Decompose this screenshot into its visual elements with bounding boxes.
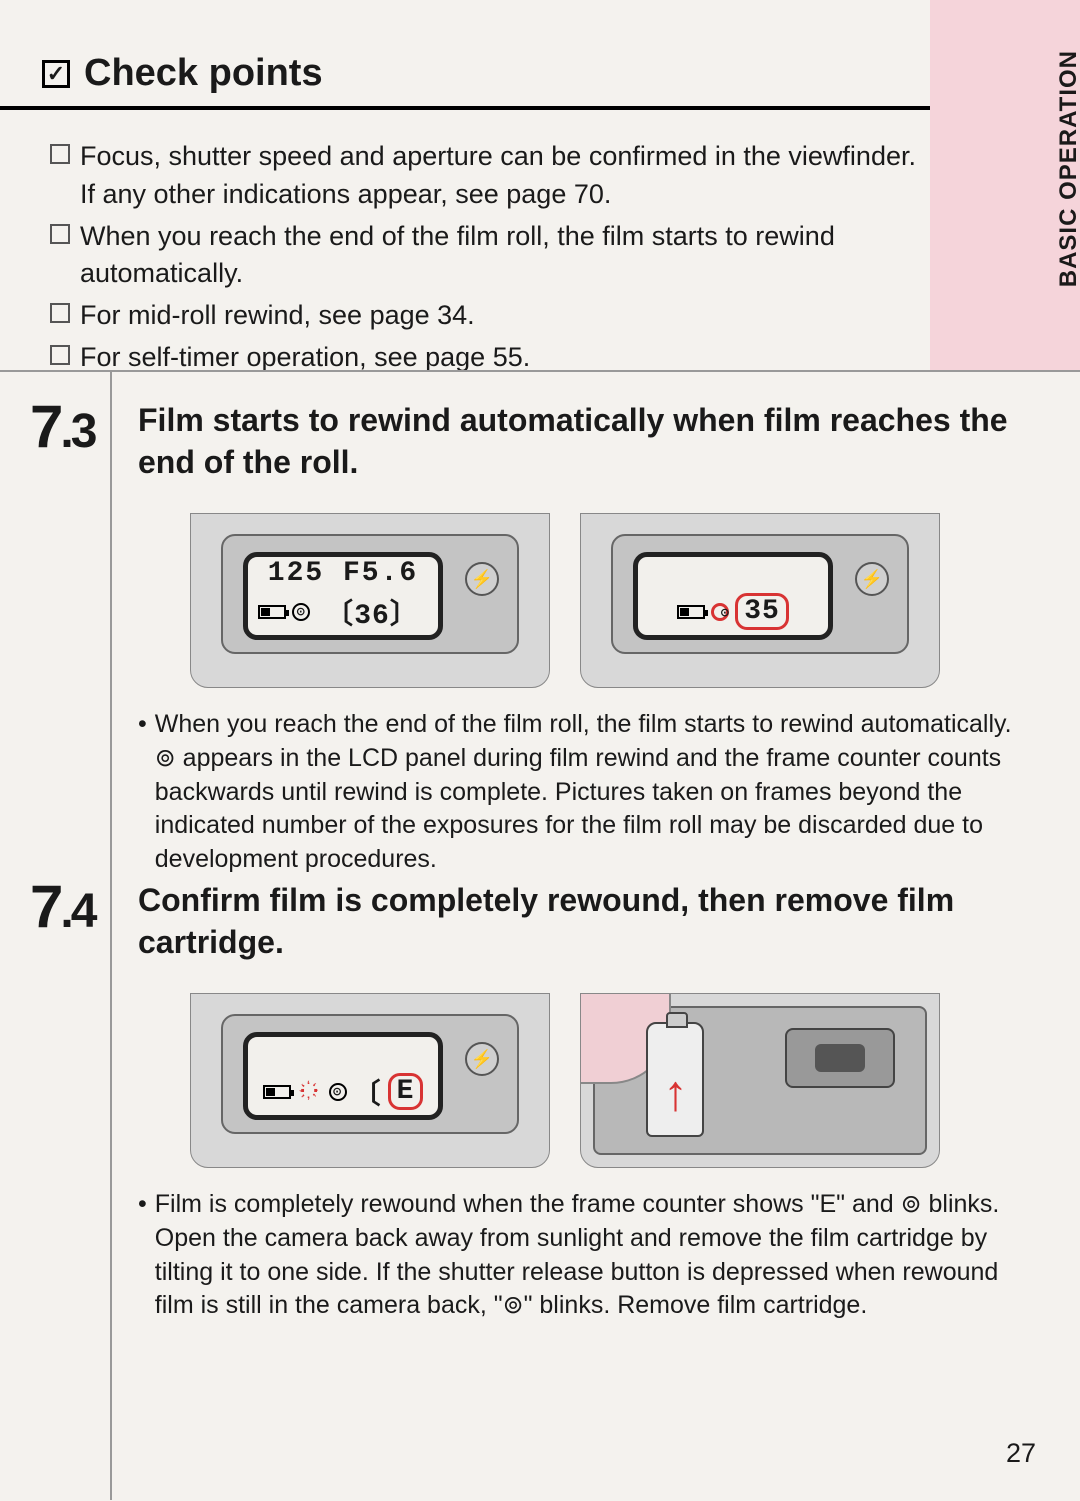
divider bbox=[0, 370, 1080, 372]
checkbox-icon bbox=[50, 144, 70, 164]
flash-button-icon: ⚡ bbox=[855, 562, 889, 596]
lcd-line1: 125 F5.6 bbox=[268, 558, 418, 589]
flash-button-icon: ⚡ bbox=[465, 1042, 499, 1076]
lcd-line2: ·҉· ⊙〔 E bbox=[263, 1072, 424, 1112]
checkpoint-item: For mid-roll rewind, see page 34. bbox=[50, 297, 920, 335]
checkpoints-header: ✓ Check points bbox=[42, 52, 323, 95]
battery-icon bbox=[677, 605, 705, 619]
checkbox-icon bbox=[50, 345, 70, 365]
checkbox-icon bbox=[50, 224, 70, 244]
step-illustrations: ·҉· ⊙〔 E ⚡ ↑ bbox=[190, 993, 1050, 1168]
lcd-panel: ⊙ 35 bbox=[633, 552, 833, 640]
rewind-icon-highlighted: ⊙ bbox=[711, 603, 729, 621]
cartridge-illustration: ↑ bbox=[580, 993, 940, 1168]
blink-rays-icon: ·҉· bbox=[297, 1080, 323, 1103]
checkpoint-item: When you reach the end of the film roll,… bbox=[50, 218, 920, 294]
step-body: When you reach the end of the film roll,… bbox=[138, 708, 1028, 877]
lcd-line2: ⊙ 〔36〕 bbox=[258, 589, 428, 635]
step-7-4: 7.4 Confirm film is completely rewound, … bbox=[30, 880, 1050, 1323]
header-rule bbox=[0, 106, 930, 110]
lcd-illustration-right: ⊙ 35 ⚡ bbox=[580, 513, 940, 688]
step-number: 7.3 bbox=[30, 392, 94, 461]
viewfinder-icon bbox=[785, 1028, 895, 1088]
lcd-panel: ·҉· ⊙〔 E bbox=[243, 1032, 443, 1120]
lcd-line2: ⊙ 35 bbox=[677, 593, 789, 630]
step-number: 7.4 bbox=[30, 872, 94, 941]
lcd-illustration: ·҉· ⊙〔 E ⚡ bbox=[190, 993, 550, 1168]
rewind-icon: ⊙ bbox=[292, 603, 310, 621]
step-title: Film starts to rewind automatically when… bbox=[138, 400, 1018, 483]
checkpoints-title: Check points bbox=[84, 52, 323, 95]
checkbox-icon bbox=[50, 303, 70, 323]
step-7-3: 7.3 Film starts to rewind automatically … bbox=[30, 400, 1050, 877]
arrow-up-icon: ↑ bbox=[663, 1064, 688, 1122]
checkpoints-list: Focus, shutter speed and aperture can be… bbox=[50, 138, 920, 381]
counter-highlighted: 35 bbox=[735, 593, 789, 630]
checkmark-icon: ✓ bbox=[42, 60, 70, 88]
step-body: Film is completely rewound when the fram… bbox=[138, 1188, 1028, 1323]
battery-icon bbox=[258, 605, 286, 619]
flash-button-icon: ⚡ bbox=[465, 562, 499, 596]
step-illustrations: 125 F5.6 ⊙ 〔36〕 ⚡ bbox=[190, 513, 1050, 688]
counter-highlighted: E bbox=[388, 1073, 424, 1110]
tab-label: BASIC OPERATION bbox=[1055, 50, 1080, 287]
section-tab: BASIC OPERATION bbox=[930, 0, 1080, 370]
step-title: Confirm film is completely rewound, then… bbox=[138, 880, 1018, 963]
lcd-panel: 125 F5.6 ⊙ 〔36〕 bbox=[243, 552, 443, 640]
rewind-icon: ⊙ bbox=[329, 1083, 347, 1101]
lcd-illustration-left: 125 F5.6 ⊙ 〔36〕 ⚡ bbox=[190, 513, 550, 688]
page-number: 27 bbox=[1006, 1438, 1036, 1469]
battery-icon bbox=[263, 1085, 291, 1099]
checkpoint-item: Focus, shutter speed and aperture can be… bbox=[50, 138, 920, 214]
